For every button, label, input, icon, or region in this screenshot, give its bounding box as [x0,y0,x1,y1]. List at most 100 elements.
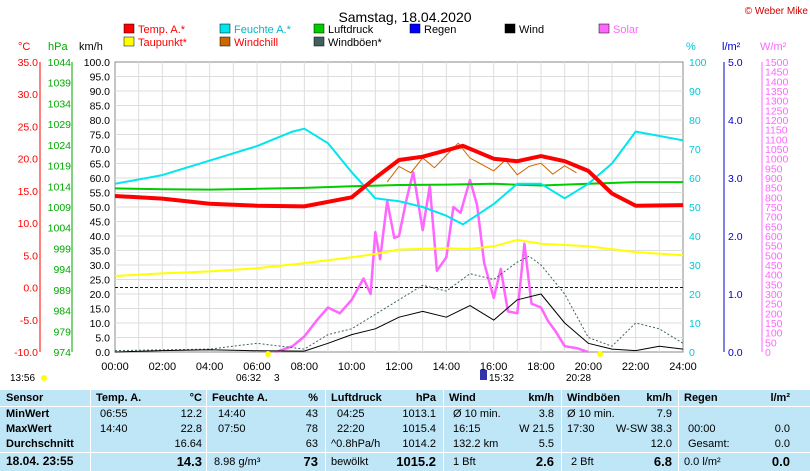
rain-total-label: Gesamt: [688,438,730,450]
wind-distance: 132.2 km [453,438,499,450]
temp-tick-label: 30.0 [18,89,39,101]
pressure-tick-label: 999 [53,243,71,255]
wind-tick-label: 0.0 [95,347,110,359]
temp-tick-label: -10.0 [14,347,38,359]
header-temp: Temp. A. [96,392,142,404]
solar-tick-label: 1050 [765,144,789,156]
credit-label: © Weber Mike [745,6,809,17]
rain-tick-label: 4.0 [728,115,743,127]
solar-tick-label: 0 [765,347,771,359]
solar-tick-label: 550 [765,241,783,253]
solar-tick-label: 1000 [765,154,789,166]
hum-max-time: 07:50 [218,423,246,435]
series-tempa-line [114,143,684,209]
rain-tick-label: 5.0 [728,57,743,69]
humidity-tick-label: 30 [689,260,701,272]
temp-max-value: 22.8 [180,423,202,435]
sunset-label: 20:28 [566,373,591,384]
header-gust-unit: km/h [646,392,672,404]
wind-tick-label: 80.0 [90,115,111,127]
wind-tick-label: 95.0 [90,72,111,84]
x-tick-label: 10:00 [338,361,366,373]
legend-swatch [313,36,325,47]
moonrise-label: 13:56 [10,373,35,384]
solar-tick-label: 450 [765,260,783,272]
solar-tick-label: 150 [765,318,783,330]
axis-unit-solar: W/m² [760,41,787,53]
wind-tick-label: 60.0 [90,173,111,185]
wind-tick-label: 35.0 [90,246,111,258]
axis-unit-wind: km/h [79,41,103,53]
header-humidity: Feuchte A. [212,392,268,404]
chart-title: Samstag, 18.04.2020 [338,9,471,25]
gust-current-value: 6.8 [653,454,672,469]
x-tick-label: 00:00 [101,361,129,373]
wind-tick-label: 40.0 [90,231,111,243]
pressure-tick-label: 1024 [48,140,72,152]
rain-tick-label: 3.0 [728,173,743,185]
press-current-value: 1015.2 [396,454,436,469]
solar-tick-label: 700 [765,212,783,224]
rain-max-value: 0.0 [774,423,790,435]
rain-tick-label: 2.0 [728,231,743,243]
series-windchill-line [386,142,577,183]
solar-tick-label: 200 [765,308,783,320]
wind-tick-label: 30.0 [90,260,111,272]
humidity-tick-label: 10 [689,318,701,330]
series-solar-line [275,170,589,354]
legend-label: Windchill [234,37,278,49]
wind-tick-label: 55.0 [90,188,111,200]
wind-tick-label: 85.0 [90,101,111,113]
legend-swatch [123,23,135,34]
series-windben-line [114,255,684,352]
x-tick-label: 06:00 [243,361,271,373]
temp-tick-label: 0.0 [23,283,38,295]
solar-tick-label: 850 [765,183,783,195]
legend-swatch [313,23,325,34]
wind-max-value: W 21.5 [519,423,554,435]
solar-tick-label: 250 [765,299,783,311]
series-wind-line [114,293,684,353]
x-tick-label: 04:00 [196,361,224,373]
wind-tick-label: 5.0 [95,333,110,345]
solar-tick-label: 900 [765,173,783,185]
humidity-tick-label: 50 [689,202,701,214]
sunrise-label: 06:32 [236,373,261,384]
x-tick-label: 02:00 [149,361,177,373]
wind-max-time: 16:15 [453,423,481,435]
header-rain-unit: l/m² [770,392,790,404]
solar-tick-label: 350 [765,279,783,291]
gust-max-value: W-SW 38.3 [615,423,672,435]
solar-tick-label: 800 [765,192,783,204]
row-label: MaxWert [6,423,52,435]
solar-tick-label: 1250 [765,105,789,117]
temp-tick-label: 35.0 [18,57,39,69]
sunset-icon [597,351,603,357]
x-tick-label: 20:00 [575,361,603,373]
temp-tick-label: 15.0 [18,186,39,198]
wind-tick-label: 45.0 [90,217,111,229]
current-timestamp: 18.04. 23:55 [6,454,74,468]
gust-avg-day-value: 12.0 [650,438,672,450]
solar-tick-label: 1350 [765,86,789,98]
rain-tick-label: 1.0 [728,289,743,301]
hum-min-value: 43 [305,408,318,420]
humidity-tick-label: 60 [689,173,701,185]
press-min-value: 1013.1 [402,408,436,420]
wind-avg-label: Ø 10 min. [453,408,501,420]
axis-unit-humidity: % [686,41,696,53]
wind-tick-label: 25.0 [90,275,111,287]
wind-tick-label: 50.0 [90,202,111,214]
solar-tick-label: 300 [765,289,783,301]
press-trend: ^0.8hPa/h [331,438,381,450]
wind-avg-value: 3.8 [538,408,554,420]
wind-tick-label: 100.0 [84,57,110,69]
legend-label: Solar [613,24,639,36]
legend-swatch [123,36,135,47]
axis-unit-pressure: hPa [48,41,68,53]
sunrise-icon [265,351,271,357]
pressure-tick-label: 1014 [48,181,72,193]
pressure-tick-label: 1004 [48,223,72,235]
x-tick-label: 14:00 [433,361,461,373]
humidity-tick-label: 0 [689,347,695,359]
